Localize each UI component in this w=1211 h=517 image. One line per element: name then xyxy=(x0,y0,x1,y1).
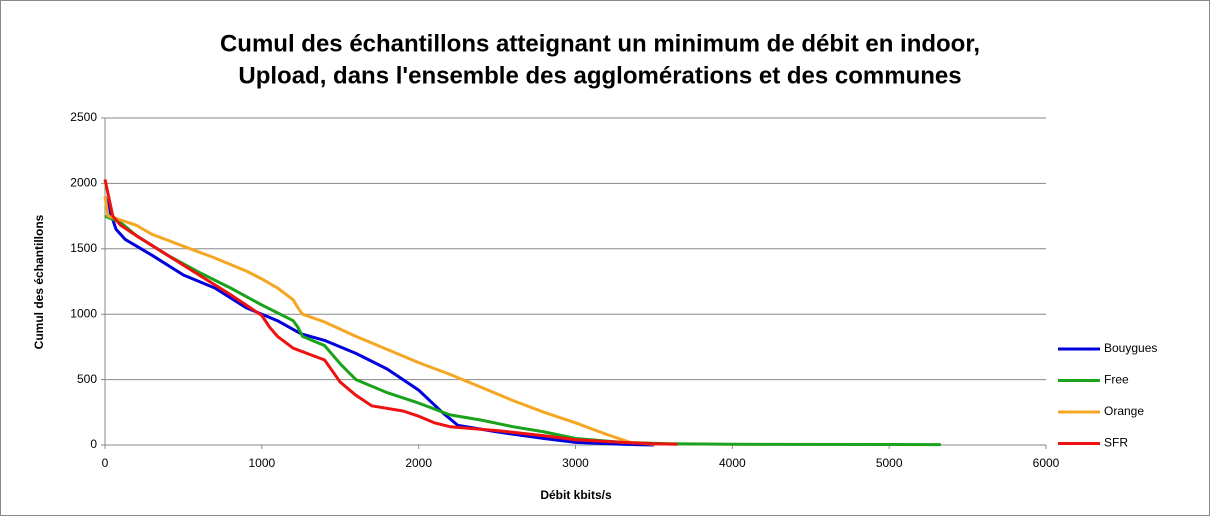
series-line xyxy=(103,179,678,446)
y-tick-label: 2000 xyxy=(70,176,97,190)
chart-title: Cumul des échantillons atteignant un min… xyxy=(220,30,980,57)
legend-label: Free xyxy=(1104,373,1129,387)
series-line xyxy=(103,196,654,447)
x-tick-label: 3000 xyxy=(562,456,589,470)
x-tick-label: 4000 xyxy=(719,456,746,470)
y-axis-label: Cumul des échantillons xyxy=(32,214,46,349)
legend-label: SFR xyxy=(1104,436,1128,450)
x-tick-label: 5000 xyxy=(876,456,903,470)
x-tick-label: 1000 xyxy=(248,456,275,470)
legend-label: Bouygues xyxy=(1104,341,1157,355)
x-tick-label: 6000 xyxy=(1033,456,1060,470)
y-tick-label: 0 xyxy=(90,437,97,451)
series-line xyxy=(103,196,655,446)
x-axis-label: Débit kbits/s xyxy=(540,488,612,502)
x-tick-label: 0 xyxy=(102,456,109,470)
legend-label: Orange xyxy=(1104,404,1144,418)
y-tick-label: 500 xyxy=(77,372,97,386)
y-tick-label: 1500 xyxy=(70,241,97,255)
x-tick-label: 2000 xyxy=(405,456,432,470)
y-tick-label: 1000 xyxy=(70,306,97,320)
y-tick-label: 2500 xyxy=(70,110,97,124)
chart-title: Upload, dans l'ensemble des agglomératio… xyxy=(238,62,961,89)
